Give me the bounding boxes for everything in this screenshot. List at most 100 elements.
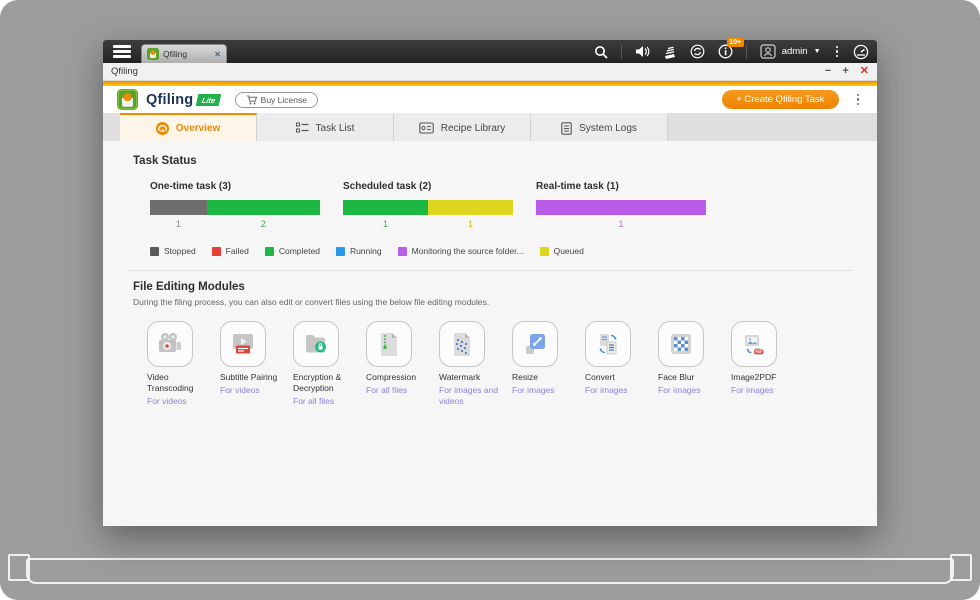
volume-icon[interactable]: [635, 45, 650, 58]
legend-item-stopped: Stopped: [150, 246, 196, 256]
legend-swatch: [150, 246, 159, 256]
app-tab-label: Qfiling: [163, 49, 188, 59]
zip-document-icon: [381, 332, 397, 356]
task-count-label: 1: [175, 219, 181, 230]
file-editing-modules-subtitle: During the filing process, you can also …: [133, 297, 490, 307]
overview-content: Task Status One-time task (3) 1 2 Schedul…: [103, 141, 877, 526]
module-tile: [512, 321, 558, 367]
task-group-label: Scheduled task (2): [343, 181, 432, 192]
buy-license-label: Buy License: [260, 94, 307, 105]
module-tile: [293, 321, 339, 367]
module-tile: PDF: [731, 321, 777, 367]
video-camera-icon: [159, 333, 181, 352]
task-status-section: Task Status One-time task (3) 1 2 Schedul…: [103, 141, 877, 256]
task-list-icon: [295, 122, 309, 133]
file-editing-modules-title: File Editing Modules: [133, 281, 245, 293]
lite-edition-badge: Lite: [196, 93, 222, 106]
scheduled-task-bar: [343, 200, 513, 215]
background-tasks-icon[interactable]: [663, 45, 677, 59]
real-time-task-counts: 1: [536, 219, 706, 230]
real-time-task-group: Real-time task (1) 1: [536, 181, 706, 230]
user-avatar-icon: [760, 44, 776, 59]
main-menu-icon[interactable]: [113, 45, 131, 58]
tab-system-logs[interactable]: System Logs: [531, 113, 668, 141]
qfiling-window: Qfiling ✕ 10+ admin: [103, 38, 877, 526]
module-video-transcoding[interactable]: Video Transcoding For videos: [147, 321, 209, 407]
tab-task-list[interactable]: Task List: [257, 113, 394, 141]
window-titlebar: Qfiling − + ✕: [103, 63, 877, 81]
module-tile: [585, 321, 631, 367]
module-encryption-decryption[interactable]: Encryption & Decryption For all files: [293, 321, 355, 407]
tab-system-logs-label: System Logs: [579, 122, 637, 134]
window-minimize-button[interactable]: −: [824, 65, 832, 77]
tab-recipe-library[interactable]: Recipe Library: [394, 113, 531, 141]
system-logs-icon: [561, 121, 572, 135]
svg-text:PDF: PDF: [755, 350, 762, 354]
module-image2pdf[interactable]: PDF Image2PDF For images: [731, 321, 793, 407]
app-title: Qfiling: [146, 91, 194, 108]
section-divider: [128, 270, 852, 271]
chevron-down-icon: ▼: [813, 48, 821, 55]
modules-row: Video Transcoding For videos Subtitle Pa…: [147, 321, 852, 407]
task-bar-segment: [343, 200, 428, 215]
qfiling-logo: [117, 89, 138, 110]
module-tile: [658, 321, 704, 367]
window-title: Qfiling: [111, 66, 138, 77]
module-resize[interactable]: Resize For images: [512, 321, 574, 407]
dashboard-gauge-icon[interactable]: [853, 44, 869, 60]
app-header: Qfiling Lite Buy License + Create Qfilin…: [103, 86, 877, 113]
task-bar-segment: [150, 200, 207, 215]
taskbar-more-icon[interactable]: [834, 45, 841, 58]
window-maximize-button[interactable]: +: [842, 65, 849, 77]
sync-icon[interactable]: [690, 44, 705, 59]
window-close-button[interactable]: ✕: [859, 65, 869, 77]
legend-item-queued: Queued: [539, 246, 584, 256]
task-group-label: One-time task (3): [150, 181, 232, 192]
username-label: admin: [781, 46, 808, 57]
search-icon[interactable]: [594, 45, 608, 59]
file-editing-modules-section: File Editing Modules During the filing p…: [103, 271, 877, 407]
task-count-label: 1: [618, 219, 624, 230]
module-compression[interactable]: Compression For all files: [366, 321, 428, 407]
task-count-label: 1: [467, 219, 474, 230]
module-tile: [366, 321, 412, 367]
app-tab-qfiling[interactable]: Qfiling ✕: [141, 44, 227, 63]
overview-gauge-icon: [155, 121, 169, 135]
task-count-label: 1: [382, 219, 389, 230]
brand-stripe: [103, 81, 877, 86]
legend-swatch: [335, 246, 345, 256]
taskbar-divider: [620, 44, 622, 59]
task-count-label: 2: [260, 219, 266, 230]
legend-item-completed: Completed: [264, 246, 320, 256]
user-menu[interactable]: admin ▼: [760, 44, 821, 59]
tab-strip: Overview Task List Recipe Library System…: [103, 113, 877, 141]
legend-swatch: [211, 246, 221, 256]
notification-badge: 10+: [726, 38, 744, 47]
buy-license-button[interactable]: Buy License: [234, 91, 318, 108]
module-tile: [147, 321, 193, 367]
decorative-outline-base: [26, 558, 954, 584]
module-watermark[interactable]: Watermark For images and videos: [439, 321, 501, 407]
module-face-blur[interactable]: Face Blur For images: [658, 321, 720, 407]
app-tab-close-icon[interactable]: ✕: [214, 49, 221, 59]
task-bar-segment: [428, 200, 513, 215]
create-qfiling-task-button[interactable]: + Create Qfiling Task: [722, 90, 839, 109]
one-time-task-group: One-time task (3) 1 2: [150, 181, 320, 230]
legend-item-monitoring: Monitoring the source folder...: [397, 246, 524, 256]
qfiling-logo-icon: [147, 48, 159, 60]
module-subtitle-pairing[interactable]: Subtitle Pairing For videos: [220, 321, 282, 407]
legend-swatch: [264, 246, 274, 256]
task-bar-segment: [536, 200, 706, 215]
tab-overview[interactable]: Overview: [120, 113, 257, 141]
legend-item-running: Running: [335, 246, 382, 256]
module-convert[interactable]: Convert For images: [585, 321, 647, 407]
tab-overview-label: Overview: [175, 122, 221, 134]
notifications-icon[interactable]: 10+: [718, 38, 744, 59]
module-tile: [220, 321, 266, 367]
task-bar-segment: [206, 200, 320, 215]
one-time-task-bar: [150, 200, 320, 215]
header-more-icon[interactable]: [853, 92, 864, 108]
task-status-title: Task Status: [133, 155, 197, 167]
